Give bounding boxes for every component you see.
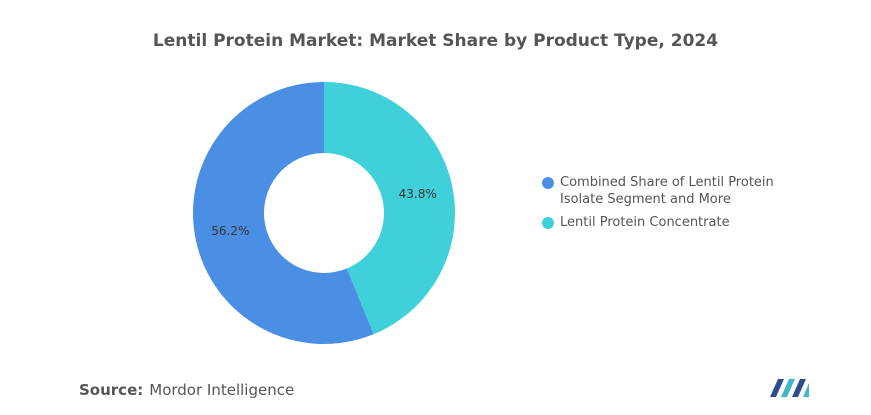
legend: Combined Share of Lentil Protein Isolate… bbox=[542, 174, 812, 237]
logo bbox=[770, 379, 809, 397]
value-label: 56.2% bbox=[211, 224, 249, 238]
legend-label: Lentil Protein Concentrate bbox=[560, 215, 730, 230]
donut-slice bbox=[324, 82, 456, 335]
source: Source: Mordor Intelligence bbox=[79, 381, 294, 399]
legend-marker bbox=[542, 217, 554, 229]
legend-marker bbox=[542, 177, 554, 189]
source-text: Mordor Intelligence bbox=[149, 381, 295, 399]
chart-title: Lentil Protein Market: Market Share by P… bbox=[152, 31, 719, 51]
legend-item: Lentil Protein Concentrate bbox=[542, 214, 812, 231]
legend-label: Combined Share of Lentil Protein Isolate… bbox=[560, 175, 774, 207]
value-label: 43.8% bbox=[399, 187, 437, 201]
donut-slice bbox=[193, 82, 374, 344]
source-label: Source: bbox=[79, 381, 144, 399]
legend-item: Combined Share of Lentil Protein Isolate… bbox=[542, 174, 812, 208]
